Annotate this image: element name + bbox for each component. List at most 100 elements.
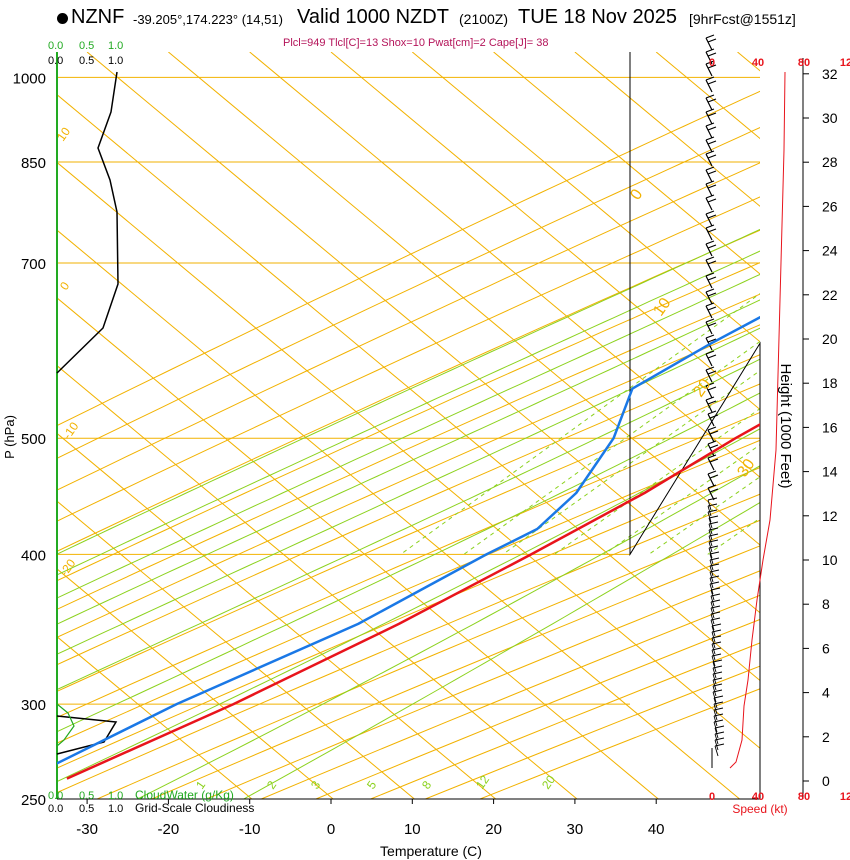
- wind-barb: [705, 396, 717, 413]
- x-tick-label: 40: [648, 821, 665, 838]
- moist-adiabat-line: [57, 358, 760, 691]
- wind-barb: [714, 743, 725, 757]
- wind-speed-line: [729, 71, 786, 769]
- cloudwater-scale-bottom: 0.5: [79, 790, 94, 802]
- wind-barb: [705, 60, 717, 77]
- wind-speed-label: Speed (kt): [732, 802, 787, 816]
- height-tick-label: 32: [822, 66, 838, 82]
- dry-adiabat-line: [57, 354, 760, 666]
- dry-adiabat-line: [97, 519, 760, 799]
- wind-barb: [714, 725, 725, 739]
- cloudwater-scale-top: 0.5: [79, 40, 94, 52]
- cloudiness-legend: Grid-Scale Cloudiness: [135, 801, 254, 815]
- moist-adiabat-line: [57, 327, 760, 655]
- wind-barb: [714, 737, 725, 751]
- moist-adiabat-line: [57, 392, 760, 733]
- height-tick-label: 8: [822, 596, 830, 612]
- dry-adiabat-line: [57, 196, 760, 522]
- cloudwater-legend: CloudWater (g/Kg): [135, 788, 234, 802]
- mixing-ratio-label: 12: [473, 772, 492, 791]
- mixing-ratio-line: [648, 476, 760, 555]
- cloudiness-scale-bottom: 0.0: [48, 803, 63, 815]
- dry-adiabat-line: [57, 411, 760, 719]
- wind-speed-tick-top: 40: [752, 57, 764, 69]
- wind-barb: [711, 653, 722, 667]
- wind-barb: [709, 581, 720, 595]
- wind-speed-tick-bottom: 40: [752, 791, 764, 803]
- pressure-tick-label: 250: [21, 792, 46, 809]
- wind-barb: [707, 503, 718, 517]
- isotherm-line: [411, 52, 760, 343]
- forecast-date: TUE 18 Nov 2025: [518, 6, 677, 28]
- wind-barb: [705, 94, 717, 111]
- wind-barb: [712, 677, 723, 691]
- isotherm-line: [57, 297, 659, 799]
- y-axis-title: P (hPa): [2, 415, 17, 459]
- sounding-params: Plcl=949 Tlcl[C]=13 Shox=10 Pwat[cm]=2 C…: [283, 37, 549, 49]
- wind-barb: [705, 240, 717, 257]
- wind-speed-tick-top: 12: [840, 57, 850, 69]
- wind-barb: [705, 136, 717, 153]
- mixing-ratio-label: 8: [419, 778, 434, 792]
- moist-adiabat-line: [243, 501, 760, 799]
- dry-adiabat-line: [57, 262, 760, 582]
- x-tick-label: 0: [327, 821, 335, 838]
- wind-barb: [710, 599, 721, 613]
- dry-adiabat-line: [261, 594, 760, 799]
- dry-adiabat-line: [57, 324, 760, 638]
- x-tick-label: 20: [485, 821, 502, 838]
- wind-barb: [710, 593, 721, 607]
- wind-barb: [707, 410, 719, 427]
- dry-adiabat-line: [57, 383, 760, 692]
- valid-time: Valid 1000 NZDT: [297, 6, 449, 28]
- temperature-line: [66, 422, 760, 780]
- station-dot-icon: [57, 13, 68, 24]
- isotherm-line: [57, 229, 740, 799]
- wind-barb: [705, 224, 717, 241]
- isotherm-line: [57, 94, 760, 682]
- height-tick-label: 20: [822, 331, 838, 347]
- pressure-tick-label: 400: [21, 547, 46, 564]
- wind-speed-tick-top: 0: [709, 57, 715, 69]
- wind-barb: [709, 569, 720, 583]
- wind-barb: [705, 166, 717, 183]
- diagram-boundary: [629, 52, 761, 799]
- isotherm-line: [86, 52, 760, 614]
- dry-adiabat-line: [315, 618, 760, 799]
- x-tick-label: 10: [404, 821, 421, 838]
- wind-barb: [710, 605, 721, 619]
- pressure-tick-label: 500: [21, 431, 46, 448]
- mixing-ratio-line: [603, 444, 760, 555]
- wind-barb: [705, 318, 717, 335]
- mixing-ratio-label: 5: [364, 778, 379, 792]
- dry-adiabat-line: [57, 439, 760, 744]
- isotherm-line: [574, 52, 760, 207]
- wind-barb: [708, 545, 719, 559]
- wind-barb: [708, 533, 719, 547]
- height-tick-label: 12: [822, 508, 838, 524]
- isotherm-line: [493, 52, 760, 275]
- height-tick-label: 2: [822, 729, 830, 745]
- wind-barb: [705, 210, 717, 227]
- wind-barb: [709, 563, 720, 577]
- cloudiness-profile-upper: [56, 71, 119, 374]
- wind-barb: [713, 713, 724, 727]
- wind-barb: [705, 34, 717, 51]
- height-tick-label: 28: [822, 154, 838, 170]
- x-axis-title: Temperature (C): [380, 843, 482, 859]
- wind-barb: [709, 551, 720, 565]
- wind-barb: [710, 611, 721, 625]
- cloudwater-scale-top: 0.0: [48, 40, 63, 52]
- wind-barb: [712, 689, 723, 703]
- moist-adiabat-line: [57, 299, 760, 625]
- wind-barb: [713, 719, 724, 733]
- isotherm-line: [57, 500, 415, 799]
- x-tick-label: -10: [239, 821, 261, 838]
- wind-barb: [705, 76, 717, 93]
- moist-adiabat-line: [57, 228, 760, 555]
- wind-barb: [705, 150, 717, 167]
- cloudwater-profile: [56, 703, 75, 747]
- cloudiness-profile-lower: [56, 715, 118, 755]
- wind-barb: [705, 366, 717, 383]
- height-tick-label: 18: [822, 375, 838, 391]
